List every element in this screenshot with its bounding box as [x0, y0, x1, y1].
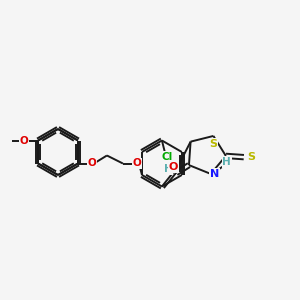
Text: O: O [133, 158, 141, 169]
Text: Cl: Cl [161, 152, 172, 161]
Text: O: O [88, 158, 96, 169]
Text: O: O [20, 136, 28, 146]
Text: S: S [247, 152, 255, 162]
Text: H: H [164, 164, 172, 175]
Text: O: O [169, 162, 178, 172]
Text: N: N [210, 169, 219, 179]
Text: S: S [209, 139, 217, 149]
Text: H: H [222, 157, 231, 167]
